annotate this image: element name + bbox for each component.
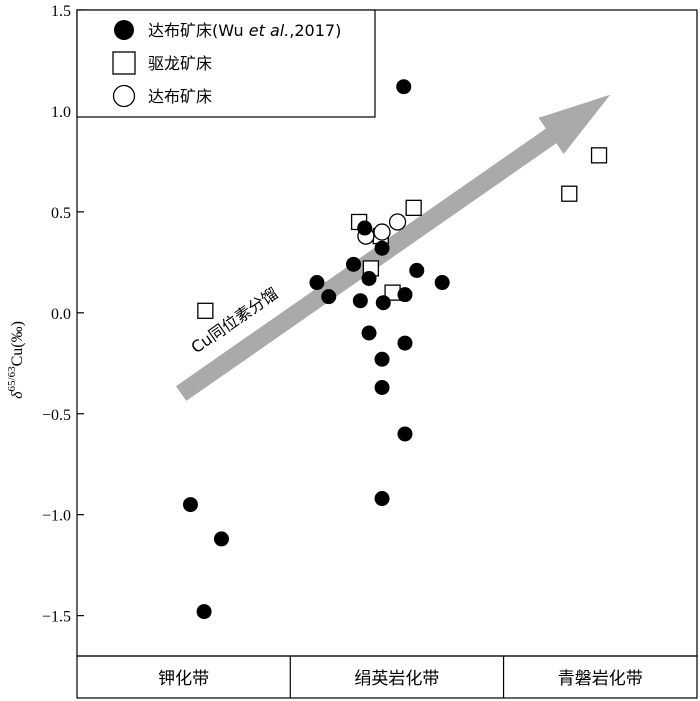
open-square-point xyxy=(405,199,422,216)
y-tick-label: −1.0 xyxy=(42,508,71,525)
filled-circle-point xyxy=(397,287,413,303)
filled-circle-point xyxy=(397,426,413,442)
open-square-point xyxy=(590,147,608,164)
y-tick-label: 1.0 xyxy=(51,104,71,121)
open-circle-point xyxy=(373,223,391,241)
y-tick-label: 0.5 xyxy=(51,205,71,222)
open-circle-point xyxy=(388,213,407,231)
filled-circle-point xyxy=(374,491,390,507)
legend-marker-open-square xyxy=(112,51,136,75)
zone-label: 青磐岩化带 xyxy=(558,669,643,689)
y-axis-label: δ65/63Cu(‰) xyxy=(6,321,26,399)
y-label-superscript: 65/63 xyxy=(6,366,18,392)
y-axis: 1.5 1.0 0.5 0.0 −0.5 −1.0 −1.5 xyxy=(42,3,84,626)
filled-circle-point xyxy=(321,289,337,305)
y-tick-label: 0.0 xyxy=(51,306,71,323)
y-label-delta: δ xyxy=(9,391,26,399)
filled-circle-point xyxy=(409,262,425,278)
filled-circle-point xyxy=(309,275,325,291)
open-square-point xyxy=(197,302,214,319)
zone-axis: 钾化带 绢英岩化带 青磐岩化带 xyxy=(76,655,698,699)
fractionation-arrow: Cu同位素分馏 xyxy=(176,94,611,401)
filled-circle-point xyxy=(396,79,412,95)
filled-circle-point xyxy=(397,335,413,351)
zone-box xyxy=(76,655,698,699)
legend-label: 达布矿床 xyxy=(148,87,212,106)
filled-circle-point xyxy=(357,220,373,236)
filled-circle-point xyxy=(196,604,212,620)
data-points xyxy=(182,79,608,620)
legend-marker-filled-circle xyxy=(114,20,134,40)
zone-label: 绢英岩化带 xyxy=(354,669,439,689)
legend-label: 驱龙矿床 xyxy=(148,54,212,73)
filled-circle-point xyxy=(213,531,229,547)
y-tick-label: −1.5 xyxy=(42,609,71,626)
filled-circle-point xyxy=(374,240,390,256)
y-tick-label: −0.5 xyxy=(42,407,71,424)
filled-circle-point xyxy=(182,497,198,513)
y-tick-label: 1.5 xyxy=(51,3,71,20)
legend-label: 达布矿床(Wu et al.,2017) xyxy=(148,21,341,40)
legend-marker-open-circle xyxy=(112,84,136,108)
arrow-shape xyxy=(176,94,611,401)
filled-circle-point xyxy=(361,325,377,341)
filled-circle-point xyxy=(361,270,377,286)
zone-label: 钾化带 xyxy=(158,669,209,689)
filled-circle-point xyxy=(374,380,390,396)
filled-circle-point xyxy=(434,275,450,291)
filled-circle-point xyxy=(374,351,390,367)
filled-circle-point xyxy=(352,293,368,309)
open-square-point xyxy=(561,185,578,202)
filled-circle-point xyxy=(375,295,391,311)
filled-circle-point xyxy=(346,256,362,272)
y-label-rest: Cu(‰) xyxy=(9,321,26,366)
